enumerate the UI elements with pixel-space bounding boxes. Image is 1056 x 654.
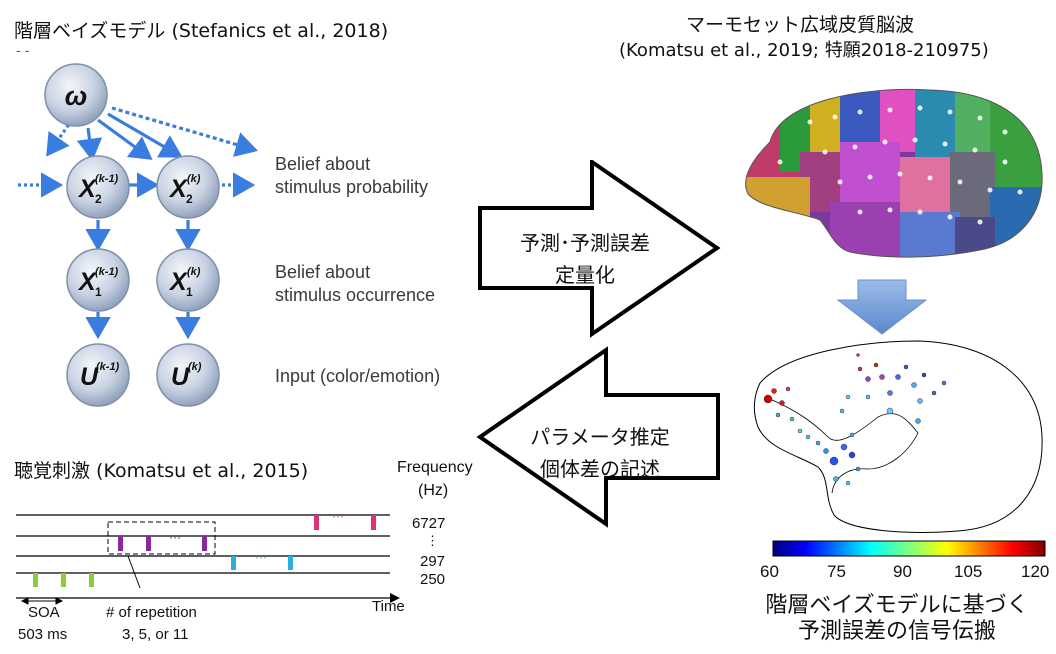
propagation-caption-2: 予測誤差の信号伝搬 xyxy=(797,619,996,644)
repetition-values: 3, 5, or 11 xyxy=(122,626,189,643)
model-mark: - - xyxy=(16,44,30,59)
x2-a-main: X xyxy=(77,175,97,203)
u-b-sup: (k) xyxy=(188,361,202,373)
tones-297 xyxy=(231,556,293,570)
repetition-box xyxy=(107,521,216,555)
stimulus-diagram xyxy=(16,514,400,605)
omega-node: ω xyxy=(44,63,108,127)
label-input: Input (color/emotion) xyxy=(275,366,441,386)
u-k-node: U (k) xyxy=(156,343,220,407)
freq-6727: 6727 xyxy=(412,515,446,532)
label-belief-prob-2: stimulus probability xyxy=(275,177,429,197)
graph-edges xyxy=(18,106,259,340)
arrow-left xyxy=(476,346,720,528)
propagation-map xyxy=(753,340,1043,533)
freq-label-2: (Hz) xyxy=(418,482,449,499)
x1-k-minus-1-node: X 1 (k-1) xyxy=(66,248,130,312)
tones-repeated xyxy=(118,536,207,551)
x2-k-node: X 2 (k) xyxy=(156,155,220,219)
u-a-sup: (k-1) xyxy=(96,361,120,373)
omega-label: ω xyxy=(65,81,88,111)
arrow-right xyxy=(478,160,721,338)
label-belief-occ-2: stimulus occurrence xyxy=(275,285,436,305)
u-b-main: U xyxy=(171,363,190,391)
freq-label-1: Frequency xyxy=(397,459,473,476)
time-label: Time xyxy=(372,598,405,615)
x1-a-sub: 1 xyxy=(95,285,102,299)
soa-value: 503 ms xyxy=(18,626,68,643)
dots-297: ··· xyxy=(255,550,267,564)
colorbar-tick-60: 60 xyxy=(760,562,779,581)
dots-repeated: ··· xyxy=(169,530,181,544)
x2-b-sub: 2 xyxy=(186,192,193,206)
arrow-left-text-2: 個体差の記述 xyxy=(540,457,660,481)
electrodes xyxy=(763,353,947,486)
arrow-right-text-1: 予測･予測誤差 xyxy=(520,231,650,255)
label-belief-occ-1: Belief about xyxy=(275,262,371,282)
stimulus-title: 聴覚刺激 (Komatsu et al., 2015) xyxy=(14,460,309,482)
u-k-minus-1-node: U (k-1) xyxy=(66,343,130,407)
colorbar-tick-120: 120 xyxy=(1021,562,1050,581)
dots-6727: ··· xyxy=(332,509,344,523)
x2-k-minus-1-node: X 2 (k-1) xyxy=(66,155,130,219)
ecog-title-1: マーモセット広域皮質脳波 xyxy=(686,14,915,36)
colorbar-tick-75: 75 xyxy=(827,562,846,581)
arrow-right-text-2: 定量化 xyxy=(555,263,615,287)
x1-b-main: X xyxy=(168,268,188,296)
soa-label: SOA xyxy=(28,604,60,621)
model-title: 階層ベイズモデル (Stefanics et al., 2018) xyxy=(14,20,389,42)
x2-a-sub: 2 xyxy=(95,192,102,206)
u-a-main: U xyxy=(80,363,99,391)
x2-b-sup: (k) xyxy=(187,173,201,185)
center-arrows xyxy=(476,160,721,528)
soa-arrow xyxy=(20,597,64,605)
repetition-label: # of repetition xyxy=(106,604,197,621)
ecog-title-2: (Komatsu et al., 2019; 特願2018-210975) xyxy=(619,40,989,61)
freq-250: 250 xyxy=(420,571,446,588)
down-arrow xyxy=(836,279,928,335)
brain-image xyxy=(745,88,1043,258)
freq-297: 297 xyxy=(420,553,446,570)
label-belief-prob-1: Belief about xyxy=(275,154,371,174)
brain-outline xyxy=(753,340,1043,533)
x1-a-sup: (k-1) xyxy=(95,266,119,278)
x2-b-main: X xyxy=(168,175,188,203)
x1-a-main: X xyxy=(77,268,97,296)
sulcus-line xyxy=(769,398,919,494)
freq-dots: ⋮ xyxy=(426,533,439,548)
colorbar-tick-90: 90 xyxy=(893,562,912,581)
propagation-caption-1: 階層ベイズモデルに基づく xyxy=(765,593,1029,618)
tones-250 xyxy=(33,573,94,587)
tones-6727 xyxy=(314,515,376,530)
x1-b-sup: (k) xyxy=(187,266,201,278)
colorbar xyxy=(772,540,1046,557)
x1-k-node: X 1 (k) xyxy=(156,248,220,312)
x1-b-sub: 1 xyxy=(186,285,193,299)
bayes-graph: ω X 2 (k-1) X 2 (k) X 1 (k-1) X 1 (k) U … xyxy=(18,63,259,407)
colorbar-tick-105: 105 xyxy=(954,562,983,581)
arrow-left-text-1: パラメータ推定 xyxy=(530,425,670,449)
x2-a-sup: (k-1) xyxy=(95,173,119,185)
repetition-pointer xyxy=(127,555,141,589)
